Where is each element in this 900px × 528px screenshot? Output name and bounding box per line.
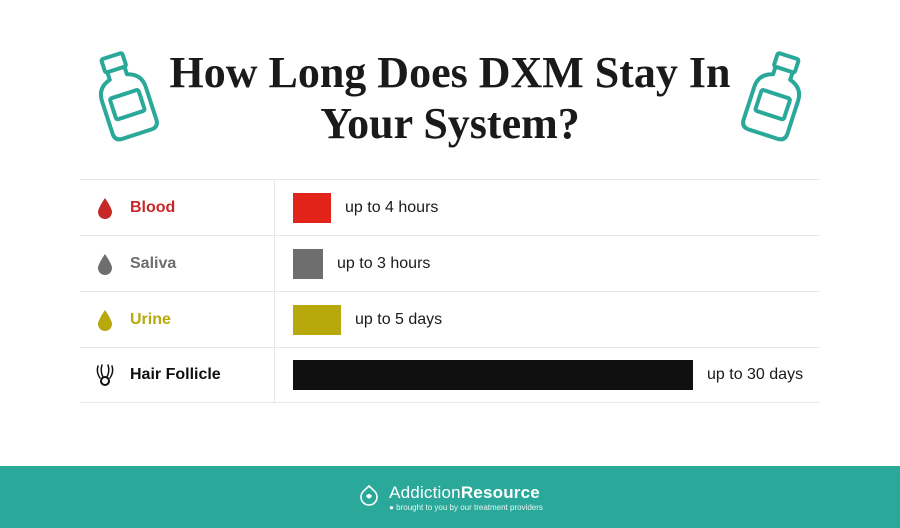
brand-name: AddictionResource [389, 483, 543, 503]
blood-drop-icon [94, 197, 116, 219]
row-value: up to 3 hours [337, 255, 430, 273]
row-label: Blood [130, 199, 175, 217]
row-value: up to 5 days [355, 311, 442, 329]
brand-light: Addiction [389, 483, 461, 502]
row-bar [293, 193, 331, 223]
chart-row: Hair Follicle up to 30 days [80, 347, 820, 403]
chart-row: Saliva up to 3 hours [80, 235, 820, 291]
header: How Long Does DXM Stay In Your System? [0, 0, 900, 179]
chart-row: Blood up to 4 hours [80, 179, 820, 235]
row-label-cell: Urine [80, 292, 275, 347]
brand-bold: Resource [461, 483, 540, 502]
row-label-cell: Saliva [80, 236, 275, 291]
urine-drop-icon [94, 309, 116, 331]
footer: AddictionResource ● brought to you by ou… [0, 466, 900, 528]
row-label: Saliva [130, 255, 176, 273]
brand-block: AddictionResource ● brought to you by ou… [389, 483, 543, 512]
row-value: up to 30 days [707, 366, 803, 384]
detection-chart: Blood up to 4 hours Saliva up to 3 hours… [0, 179, 900, 403]
brand-tagline: ● brought to you by our treatment provid… [389, 503, 543, 512]
row-label-cell: Blood [80, 180, 275, 235]
row-bar [293, 305, 341, 335]
row-label: Urine [130, 311, 171, 329]
chart-row: Urine up to 5 days [80, 291, 820, 347]
row-label-cell: Hair Follicle [80, 348, 275, 402]
saliva-drop-icon [94, 253, 116, 275]
row-bar [293, 249, 323, 279]
row-bar [293, 360, 693, 390]
row-bar-cell: up to 30 days [275, 348, 820, 402]
hair-icon [94, 364, 116, 386]
row-bar-cell: up to 4 hours [275, 180, 820, 235]
page-title: How Long Does DXM Stay In Your System? [140, 48, 760, 149]
row-bar-cell: up to 5 days [275, 292, 820, 347]
row-value: up to 4 hours [345, 199, 438, 217]
row-label: Hair Follicle [130, 366, 221, 384]
row-bar-cell: up to 3 hours [275, 236, 820, 291]
logo-icon [357, 483, 381, 512]
